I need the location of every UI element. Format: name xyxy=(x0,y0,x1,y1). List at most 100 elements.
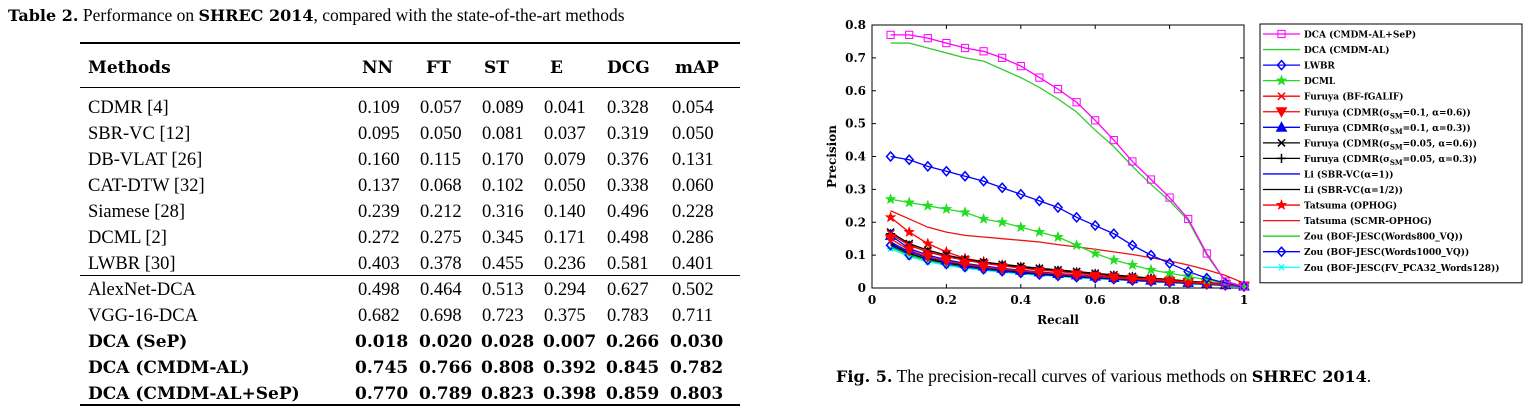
legend-label: Zou (BOF-JESC(FV_PCA32_Words128)) xyxy=(1304,263,1499,274)
data-point xyxy=(1145,263,1157,275)
cell-method: SBR-VC [12] xyxy=(88,124,191,144)
data-point xyxy=(959,170,971,182)
data-point xyxy=(1070,238,1083,251)
data-point xyxy=(1035,265,1044,275)
figure-caption: Fig. 5. The precision-recall curves of v… xyxy=(836,366,1371,387)
header-nn: NN xyxy=(362,58,394,78)
header-e: E xyxy=(550,58,563,78)
cell-ft: 0.698 xyxy=(420,306,462,326)
cell-nn: 0.018 xyxy=(355,332,409,352)
cell-st: 0.808 xyxy=(481,358,535,378)
cell-nn: 0.770 xyxy=(355,384,409,404)
data-point xyxy=(998,53,1007,62)
legend-item: LWBR xyxy=(1263,59,1335,72)
data-point xyxy=(1202,249,1211,258)
cell-map: 0.782 xyxy=(670,358,724,378)
cell-ft: 0.068 xyxy=(420,176,462,196)
figure-caption-label: Fig. 5. xyxy=(836,367,893,386)
legend-swatch-marker xyxy=(1276,246,1287,258)
data-point xyxy=(1146,274,1156,284)
legend-label: Tatsuma (SCMR-OPHOG) xyxy=(1304,216,1432,227)
cell-ft: 0.378 xyxy=(420,254,462,274)
data-point xyxy=(1128,157,1137,166)
y-tick-label: 0.4 xyxy=(845,150,866,164)
legend-label: DCA (CMDM-AL+SeP) xyxy=(1304,30,1416,41)
data-point xyxy=(1072,98,1081,107)
data-point xyxy=(1201,272,1212,284)
figure-caption-text-after: . xyxy=(1366,366,1372,386)
data-point xyxy=(1184,214,1193,224)
cell-e: 0.375 xyxy=(544,306,586,326)
cell-nn: 0.403 xyxy=(358,254,400,274)
cell-map: 0.060 xyxy=(672,176,714,196)
legend-item: Li (SBR-VC(α=1/2)) xyxy=(1263,185,1403,196)
x-tick-label: 0.6 xyxy=(1085,293,1106,307)
cell-dcg: 0.859 xyxy=(606,384,660,404)
x-tick-label: 0.4 xyxy=(1010,293,1031,307)
x-tick-label: 0 xyxy=(868,293,876,307)
cell-st: 0.823 xyxy=(481,384,535,404)
cell-e: 0.037 xyxy=(544,124,586,144)
data-point xyxy=(1089,247,1102,259)
legend-item: Furuya (CDMR(σSM=0.1, α=0.6)) xyxy=(1263,107,1471,120)
legend-label: Furuya (CDMR(σSM=0.05, α=0.6)) xyxy=(1304,138,1477,151)
cell-method: DCA (CMDM-AL) xyxy=(88,358,250,378)
cell-e: 0.236 xyxy=(544,254,586,274)
legend-swatch-marker xyxy=(1275,198,1288,211)
legend: DCA (CMDM-AL+SeP) DCA (CMDM-AL) LWBR DCML Fu… xyxy=(1259,23,1523,284)
data-point xyxy=(1071,211,1082,223)
data-point xyxy=(1239,282,1249,291)
cell-e: 0.007 xyxy=(543,332,597,352)
legend-label-pre: Furuya (CDMR(σ xyxy=(1304,107,1390,118)
cell-method: DB-VLAT [26] xyxy=(88,150,203,170)
data-point xyxy=(940,202,953,215)
table-top-rule xyxy=(80,42,740,44)
data-point xyxy=(1238,280,1250,292)
header-map: mAP xyxy=(675,58,719,78)
series-line xyxy=(890,210,1245,284)
cell-method: DCA (SeP) xyxy=(88,332,188,352)
data-point xyxy=(1221,277,1230,286)
cell-map: 0.054 xyxy=(672,98,714,118)
cell-dcg: 0.376 xyxy=(607,150,649,170)
legend-label: Furuya (CDMR(σSM=0.1, α=0.3)) xyxy=(1304,123,1471,136)
cell-map: 0.286 xyxy=(672,228,714,248)
cell-nn: 0.498 xyxy=(358,280,400,300)
data-point xyxy=(978,175,989,187)
header-dcg: DCG xyxy=(607,58,650,78)
cell-dcg: 0.328 xyxy=(607,98,649,118)
legend-swatch-marker xyxy=(1277,92,1286,101)
legend-item: Furuya (BF-fGALIF) xyxy=(1263,92,1404,103)
data-point xyxy=(1127,239,1138,251)
legend-swatch-marker xyxy=(1277,29,1286,39)
cell-ft: 0.115 xyxy=(420,150,461,170)
data-point xyxy=(977,212,990,225)
legend-swatch-marker xyxy=(1276,59,1287,71)
data-point xyxy=(1164,257,1175,269)
legend-label-pre: Furuya (CDMR(σ xyxy=(1304,154,1390,165)
series-line xyxy=(890,233,1245,287)
cell-nn: 0.272 xyxy=(358,228,400,248)
cell-nn: 0.137 xyxy=(358,176,400,196)
data-point xyxy=(1163,266,1176,279)
legend-swatch-marker xyxy=(1277,138,1286,147)
data-point xyxy=(941,165,952,177)
data-point xyxy=(1053,267,1063,276)
data-point xyxy=(1109,272,1118,281)
table-bottom-rule xyxy=(80,404,740,406)
legend-label: DCML xyxy=(1304,77,1336,87)
cell-ft: 0.789 xyxy=(419,384,473,404)
cell-method: Siamese [28] xyxy=(88,202,186,222)
cell-map: 0.030 xyxy=(670,332,724,352)
legend-swatch-marker xyxy=(1276,153,1287,163)
data-point xyxy=(1165,276,1174,285)
cell-method: DCA (CMDM-AL+SeP) xyxy=(88,384,300,404)
cell-st: 0.028 xyxy=(481,332,535,352)
legend-label: Li (SBR-VC(α=1)) xyxy=(1304,169,1393,180)
data-point xyxy=(1014,220,1027,233)
y-tick-label: 0.1 xyxy=(845,248,866,262)
data-point xyxy=(885,150,896,163)
cell-ft: 0.050 xyxy=(420,124,462,144)
data-point xyxy=(979,259,988,268)
cell-st: 0.723 xyxy=(482,306,524,326)
